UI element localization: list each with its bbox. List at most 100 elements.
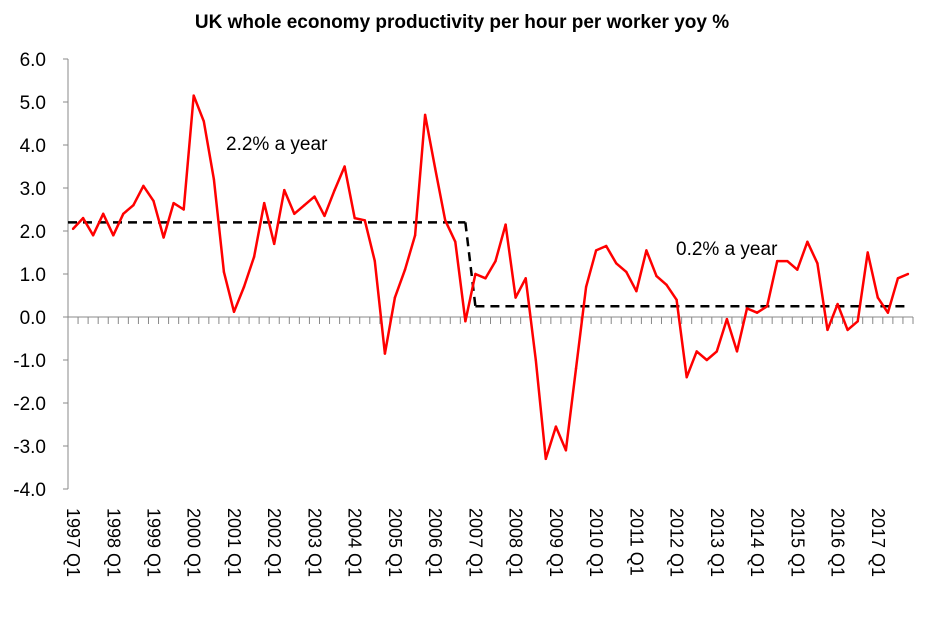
data-point	[846, 328, 849, 332]
data-point	[122, 212, 125, 215]
data-point	[786, 259, 789, 263]
x-tick-label: 1998 Q1	[103, 508, 123, 577]
data-point	[544, 457, 547, 461]
x-tick-label: 2004 Q1	[345, 508, 365, 577]
data-point	[765, 305, 769, 308]
data-point	[514, 296, 517, 299]
data-point	[665, 283, 668, 286]
x-tick-label: 2008 Q1	[506, 508, 526, 577]
y-tick-label: -1.0	[13, 351, 46, 372]
data-point	[313, 195, 316, 198]
x-tick-label: 2016 Q1	[828, 508, 848, 577]
data-point	[776, 259, 779, 263]
data-point	[554, 425, 558, 428]
data-point	[474, 272, 477, 276]
data-point	[645, 249, 648, 252]
data-point	[886, 311, 890, 314]
series-line	[72, 94, 909, 461]
data-point	[102, 212, 105, 215]
data-point	[142, 184, 145, 188]
annotations: 2.2% a year 0.2% a year	[226, 134, 778, 260]
data-point	[444, 219, 447, 222]
data-point	[866, 251, 869, 254]
y-tick-label: 3.0	[20, 179, 46, 200]
trend-lines	[68, 221, 908, 308]
data-point	[192, 94, 195, 97]
x-tick-label: 2013 Q1	[707, 508, 727, 577]
data-point	[273, 242, 276, 246]
axes: -4.0 -3.0 -2.0 -1.0 0.0 1.0 2.0 3.0 4.0 5.0 6.0 199…	[13, 50, 914, 577]
data-point	[182, 208, 185, 211]
x-tick-label: 2017 Q1	[868, 508, 888, 577]
y-tick-label: 1.0	[20, 265, 46, 286]
x-tick-label: 2000 Q1	[184, 508, 204, 577]
data-point	[202, 120, 205, 123]
data-point	[323, 214, 326, 218]
x-tick-label: 2011 Q1	[626, 508, 646, 576]
data-point	[232, 310, 236, 313]
y-tick-label: 0.0	[20, 308, 46, 329]
x-tick-label: 2009 Q1	[546, 508, 566, 577]
data-point	[252, 255, 256, 258]
data-point	[383, 352, 387, 355]
data-point	[423, 113, 427, 117]
x-tick-label: 2012 Q1	[667, 508, 687, 577]
data-point	[675, 298, 678, 301]
data-point	[373, 259, 376, 263]
x-tick-label: 2014 Q1	[747, 508, 767, 577]
data-point	[343, 165, 346, 168]
x-tick-label: 2007 Q1	[465, 508, 485, 577]
data-point	[71, 227, 75, 231]
data-point	[605, 244, 608, 248]
data-point	[293, 212, 296, 215]
data-point	[806, 240, 809, 243]
data-point	[484, 277, 487, 280]
y-tick-label: -3.0	[13, 437, 46, 458]
x-tick-label: 2010 Q1	[586, 508, 606, 577]
x-tick-label: 2002 Q1	[264, 508, 284, 577]
data-point	[464, 320, 467, 323]
data-point	[303, 204, 306, 207]
data-point	[524, 277, 527, 280]
x-tick-label: 2001 Q1	[224, 508, 244, 577]
data-point	[363, 219, 366, 222]
data-point	[132, 204, 135, 207]
data-point	[403, 268, 407, 271]
data-point	[91, 234, 95, 237]
data-point	[434, 167, 437, 170]
data-point	[906, 272, 910, 276]
data-point	[856, 320, 859, 323]
data-point	[635, 290, 638, 293]
data-point	[625, 270, 628, 274]
y-tick-label: -4.0	[13, 480, 46, 501]
data-point	[413, 234, 417, 237]
y-tick-label: 4.0	[20, 136, 46, 157]
x-tick-label: 2006 Q1	[425, 508, 445, 577]
data-point	[695, 350, 698, 353]
data-point	[755, 311, 759, 314]
annotation-pre-2007-trend: 2.2% a year	[226, 134, 328, 155]
data-point	[494, 259, 497, 263]
data-point	[81, 216, 85, 220]
data-point	[172, 201, 175, 205]
data-point	[162, 236, 165, 239]
data-point	[715, 350, 718, 353]
data-point	[705, 358, 708, 362]
data-point	[534, 358, 537, 362]
data-point	[584, 285, 588, 289]
data-point	[826, 328, 829, 332]
data-point	[796, 268, 799, 271]
x-tick-label: 1997 Q1	[63, 508, 83, 577]
chart-title: UK whole economy productivity per hour p…	[195, 12, 729, 33]
data-point	[594, 249, 598, 252]
x-tick-label: 1999 Q1	[144, 508, 164, 577]
y-tick-label: 2.0	[20, 222, 46, 243]
productivity-series	[71, 94, 910, 461]
data-point	[222, 270, 226, 274]
data-point	[745, 307, 749, 310]
data-point	[816, 262, 819, 265]
data-point	[212, 178, 216, 181]
data-point	[564, 449, 568, 452]
data-point	[454, 240, 457, 243]
